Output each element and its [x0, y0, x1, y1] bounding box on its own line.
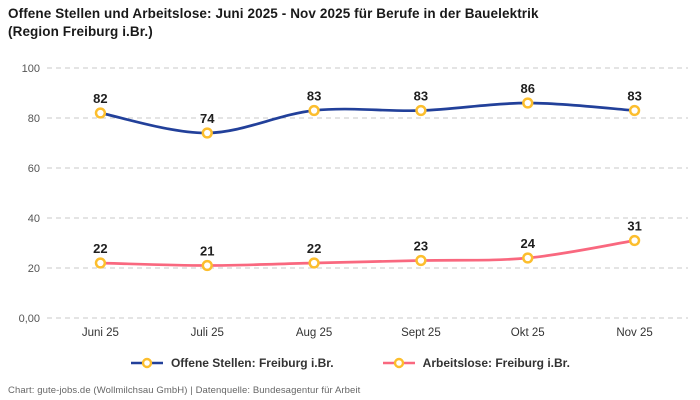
series-0: 82 74 83 83 86 83 — [93, 81, 642, 139]
x-axis-tick-label: Juni 25 — [82, 327, 119, 339]
series-line — [99, 239, 636, 267]
legend-line-marker-icon — [382, 357, 415, 369]
data-point-marker — [415, 254, 427, 267]
line-chart-plot: 100 80 60 40 20 0,00 Juni 25 Juli 25 Aug 25 Sept … — [19, 63, 688, 339]
data-point-marker — [628, 104, 641, 117]
data-point-value-label: 24 — [521, 236, 536, 251]
chart-footer: Chart: gute-jobs.de (Wollmilchsau GmbH) … — [8, 385, 361, 396]
data-point-value-label: 86 — [521, 81, 535, 96]
series-1: 22 21 22 23 24 31 — [93, 219, 642, 272]
gridlines: 100 80 60 40 20 0,00 — [19, 63, 688, 325]
data-point-value-label: 83 — [414, 89, 428, 104]
x-axis-tick-label: Juli 25 — [191, 327, 224, 339]
data-point-marker — [628, 234, 641, 247]
data-point-marker — [415, 104, 427, 117]
data-point-marker — [94, 107, 107, 119]
data-point-value-label: 21 — [200, 244, 214, 259]
x-axis-tick-label: Okt 25 — [511, 327, 545, 339]
data-point-value-label: 74 — [200, 111, 215, 126]
y-axis-tick-label: 0,00 — [19, 313, 40, 325]
chart-title: Offene Stellen und Arbeitslose: Juni 202… — [8, 5, 692, 41]
x-axis-tick-label: Sept 25 — [401, 327, 441, 339]
data-point-value-label: 23 — [414, 239, 428, 254]
data-point-value-label: 83 — [307, 89, 321, 104]
legend-item-arbeitslose[interactable]: Arbeitslose: Freiburg i.Br. — [382, 356, 570, 370]
legend-label: Arbeitslose: Freiburg i.Br. — [422, 356, 571, 370]
data-point-value-label: 82 — [93, 91, 107, 106]
legend-label: Offene Stellen: Freiburg i.Br. — [170, 356, 334, 370]
data-point-marker — [522, 252, 534, 264]
x-axis-labels: Juni 25 Juli 25 Aug 25 Sept 25 Okt 25 Nov 25 — [82, 327, 653, 339]
y-axis-tick-label: 60 — [28, 163, 40, 175]
legend-item-offene-stellen[interactable]: Offene Stellen: Freiburg i.Br. — [130, 356, 334, 370]
y-axis-tick-label: 80 — [28, 113, 40, 125]
y-axis-tick-label: 100 — [22, 63, 40, 75]
data-point-value-label: 22 — [307, 241, 321, 256]
data-point-value-label: 31 — [627, 219, 641, 234]
data-point-value-label: 22 — [93, 241, 107, 256]
chart-title-line1: Offene Stellen und Arbeitslose: Juni 202… — [8, 6, 539, 21]
data-point-marker — [201, 259, 213, 272]
data-point-marker — [522, 97, 534, 109]
series-line — [99, 101, 636, 135]
data-point-value-label: 83 — [627, 89, 641, 104]
chart-title-line2: (Region Freiburg i.Br.) — [8, 24, 153, 40]
x-axis-tick-label: Nov 25 — [616, 327, 652, 339]
data-point-marker — [308, 257, 320, 269]
data-point-marker — [94, 257, 107, 269]
x-axis-tick-label: Aug 25 — [296, 327, 332, 339]
y-axis-tick-label: 20 — [28, 263, 40, 275]
y-axis-tick-label: 40 — [28, 213, 40, 225]
data-point-marker — [201, 127, 213, 139]
data-point-marker — [308, 104, 320, 117]
legend-line-marker-icon — [130, 357, 163, 369]
chart-legend: Offene Stellen: Freiburg i.Br. Arbeitslos… — [0, 352, 700, 374]
